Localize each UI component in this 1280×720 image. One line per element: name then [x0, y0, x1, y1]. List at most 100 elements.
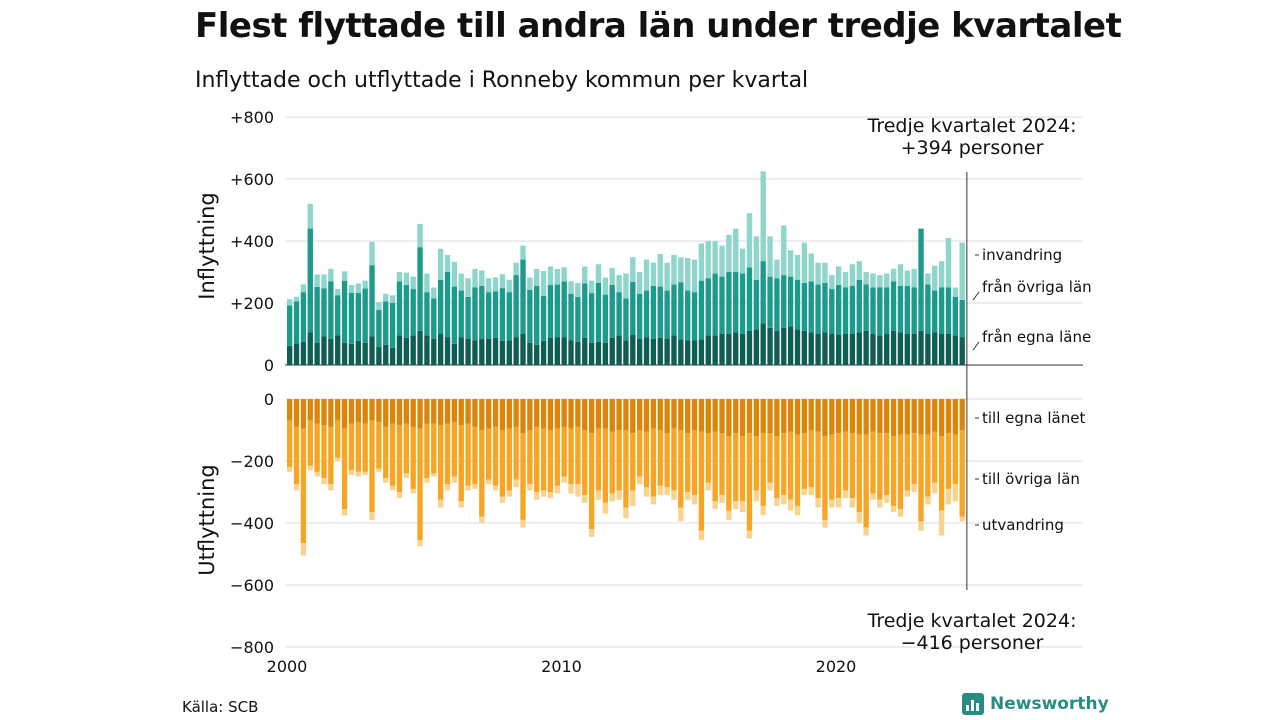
bar-to-other-counties [321, 425, 327, 479]
bar-emigration [389, 485, 396, 491]
bar-from-other-counties [760, 261, 766, 324]
bar-to-own-county [897, 399, 904, 435]
bar-emigration [959, 516, 965, 522]
bar-from-own-county [836, 334, 842, 365]
bar-from-own-county [767, 327, 773, 365]
bar-from-own-county [691, 340, 698, 365]
bar-to-other-counties [925, 434, 931, 497]
bar-from-own-county [575, 341, 581, 365]
bar-emigration [520, 519, 526, 528]
bar-to-other-counties [836, 433, 842, 499]
bar-from-own-county [417, 330, 423, 365]
bar-from-own-county [698, 339, 705, 365]
bar-to-other-counties [287, 420, 293, 468]
bar-to-own-county [616, 399, 622, 430]
bar-from-other-counties [431, 298, 437, 339]
bar-to-own-county [437, 399, 444, 426]
bar-emigration [787, 499, 794, 511]
bar-from-own-county [588, 342, 595, 365]
bar-to-own-county [630, 399, 636, 434]
bar-immigration [300, 284, 307, 293]
bar-to-own-county [520, 399, 526, 434]
bar-emigration [945, 488, 952, 505]
bar-to-own-county [746, 399, 753, 434]
bar-emigration [952, 484, 959, 502]
bar-to-other-counties [383, 426, 389, 479]
bar-to-other-counties [403, 423, 410, 474]
bar-emigration [595, 490, 602, 500]
bar-to-other-counties [870, 431, 876, 494]
bar-from-other-counties [348, 292, 355, 344]
bar-from-own-county [781, 327, 787, 365]
bar-immigration [650, 262, 657, 286]
series-label: utvandring [982, 516, 1064, 534]
bar-from-other-counties [568, 293, 574, 341]
bar-immigration [396, 272, 403, 282]
bar-to-other-counties [945, 433, 952, 489]
bar-immigration [547, 266, 554, 286]
bar-to-own-county [602, 399, 609, 429]
bar-to-own-county [726, 399, 732, 437]
bar-to-other-counties [733, 433, 739, 502]
bar-to-other-counties [300, 428, 307, 544]
bar-to-own-county [396, 399, 403, 426]
bar-immigration [307, 203, 313, 229]
bar-to-other-counties [506, 428, 512, 491]
bar-to-own-county [870, 399, 876, 432]
bar-from-other-counties [602, 294, 609, 343]
brand-name: Newsworthy [990, 694, 1109, 714]
bar-emigration [540, 490, 547, 497]
bar-to-own-county [369, 399, 375, 421]
bar-to-own-county [877, 399, 883, 434]
bar-immigration [781, 225, 787, 276]
bar-from-other-counties [726, 272, 732, 334]
bar-to-own-county [321, 399, 327, 426]
bar-to-other-counties [602, 428, 609, 503]
bar-from-own-county [890, 330, 897, 365]
bar-emigration [794, 505, 801, 516]
bar-from-own-county [595, 341, 602, 365]
bar-from-other-counties [863, 284, 869, 331]
bar-from-other-counties [534, 285, 540, 345]
bar-from-other-counties [561, 281, 567, 338]
bar-immigration [712, 241, 718, 274]
bar-from-own-county [582, 337, 588, 365]
bar-to-other-counties [952, 434, 959, 485]
bar-to-other-counties [335, 420, 341, 458]
bar-from-other-counties [369, 265, 375, 337]
bar-to-other-counties [479, 430, 485, 517]
bar-to-other-counties [424, 423, 430, 479]
bar-from-own-county [424, 335, 430, 365]
bar-to-other-counties [822, 436, 828, 520]
bar-from-other-counties [808, 281, 814, 333]
bar-to-other-counties [678, 430, 684, 508]
bar-emigration [726, 510, 732, 520]
bar-to-own-county [781, 399, 787, 434]
bar-to-other-counties [444, 423, 451, 485]
bar-to-own-county [403, 399, 410, 424]
bar-emigration [808, 487, 814, 496]
bar-from-own-county [630, 334, 636, 365]
bar-immigration [630, 257, 636, 282]
bar-immigration [540, 271, 547, 296]
bar-to-other-counties [396, 425, 403, 492]
brand-logo: Newsworthy [962, 693, 1109, 715]
bar-to-other-counties [582, 430, 588, 496]
bar-from-own-county [355, 340, 361, 365]
bar-from-other-counties [774, 278, 780, 331]
bar-from-own-county [904, 334, 910, 365]
bar-to-other-counties [938, 436, 945, 511]
bar-from-other-counties [547, 285, 554, 338]
bar-emigration [417, 540, 423, 547]
bar-to-other-counties [609, 431, 615, 494]
bar-to-other-counties [616, 430, 622, 491]
bar-from-other-counties [849, 285, 856, 334]
bar-emigration [938, 510, 945, 536]
bar-from-own-county [822, 332, 828, 365]
bar-to-own-county [952, 399, 959, 435]
bar-from-other-counties [314, 286, 320, 343]
bar-to-own-county [465, 399, 471, 424]
bar-emigration [335, 457, 341, 461]
bar-from-own-county [506, 340, 512, 365]
bar-immigration [355, 283, 361, 293]
